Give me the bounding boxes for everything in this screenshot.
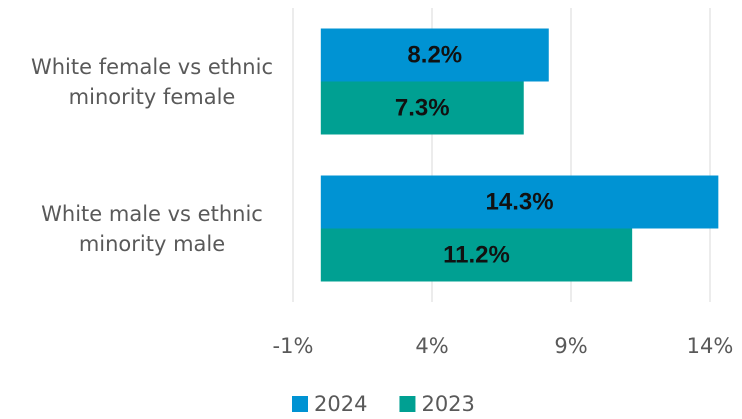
bar (320, 175, 719, 229)
legend-label: 2023 (421, 392, 474, 416)
x-tick-label: 4% (415, 334, 448, 358)
value-label: 8.2% (407, 41, 462, 68)
category-label: White male vs ethnic minority male (41, 201, 263, 256)
bar (320, 81, 524, 135)
x-tick-label: 14% (687, 334, 734, 358)
x-tick-label: 9% (554, 334, 587, 358)
bar (320, 228, 633, 282)
category-label: White female vs ethnic minority female (30, 54, 273, 109)
legend-label: 2024 (314, 392, 367, 416)
value-label: 7.3% (395, 94, 450, 121)
legend-swatch (292, 396, 308, 412)
x-tick-label: -1% (273, 334, 314, 358)
bar (320, 28, 549, 82)
value-label: 11.2% (443, 241, 510, 268)
value-label: 14.3% (486, 188, 554, 215)
legend-swatch (399, 396, 416, 412)
